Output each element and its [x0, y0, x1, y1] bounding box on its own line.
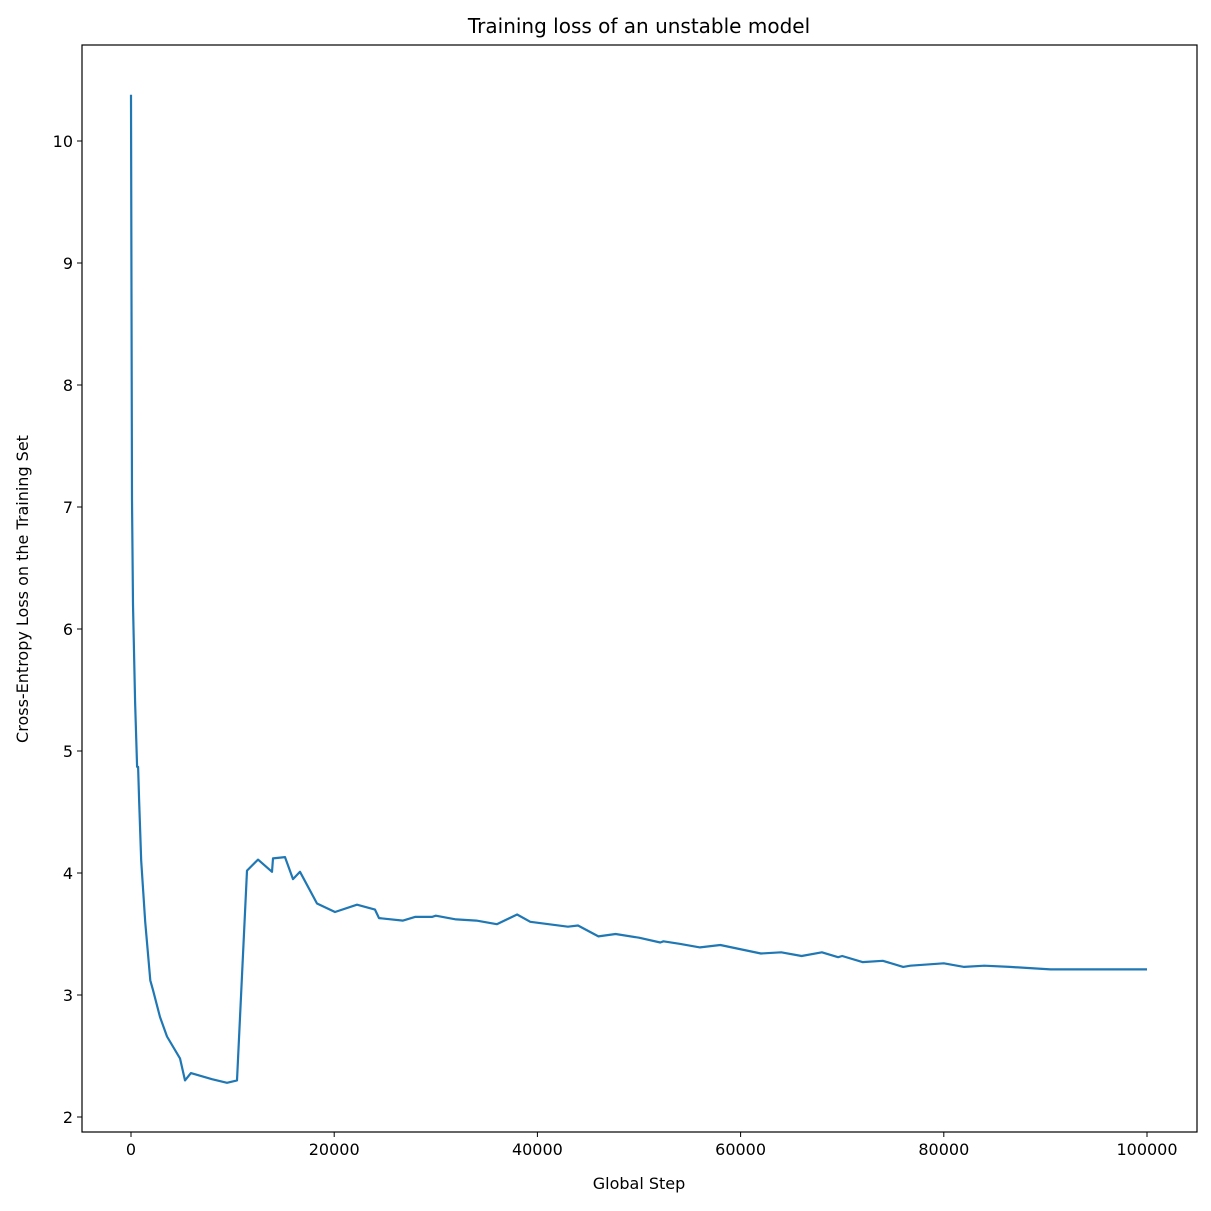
y-axis-label: Cross-Entropy Loss on the Training Set — [13, 435, 32, 743]
y-tick-label: 4 — [63, 864, 73, 883]
y-tick-label: 9 — [63, 254, 73, 273]
x-axis: 0 20000 40000 60000 80000 100000 — [126, 1132, 1178, 1159]
chart-title: Training loss of an unstable model — [467, 14, 810, 38]
x-tick-label: 40000 — [512, 1140, 563, 1159]
y-axis: 2 3 4 5 6 7 8 9 10 — [53, 132, 82, 1127]
y-tick-label: 3 — [63, 986, 73, 1005]
y-tick-label: 8 — [63, 376, 73, 395]
x-tick-label: 100000 — [1116, 1140, 1177, 1159]
x-tick-label: 60000 — [715, 1140, 766, 1159]
axes-frame — [81, 44, 1198, 1133]
x-tick-label: 0 — [126, 1140, 136, 1159]
loss-series-line — [129, 94, 1147, 1084]
y-tick-label: 10 — [53, 132, 73, 151]
x-axis-label: Global Step — [593, 1174, 686, 1193]
x-tick-label: 20000 — [309, 1140, 360, 1159]
plot-area — [129, 94, 1147, 1084]
y-tick-label: 2 — [63, 1108, 73, 1127]
y-tick-label: 5 — [63, 742, 73, 761]
x-tick-label: 80000 — [918, 1140, 969, 1159]
y-tick-label: 7 — [63, 498, 73, 517]
y-tick-label: 6 — [63, 620, 73, 639]
